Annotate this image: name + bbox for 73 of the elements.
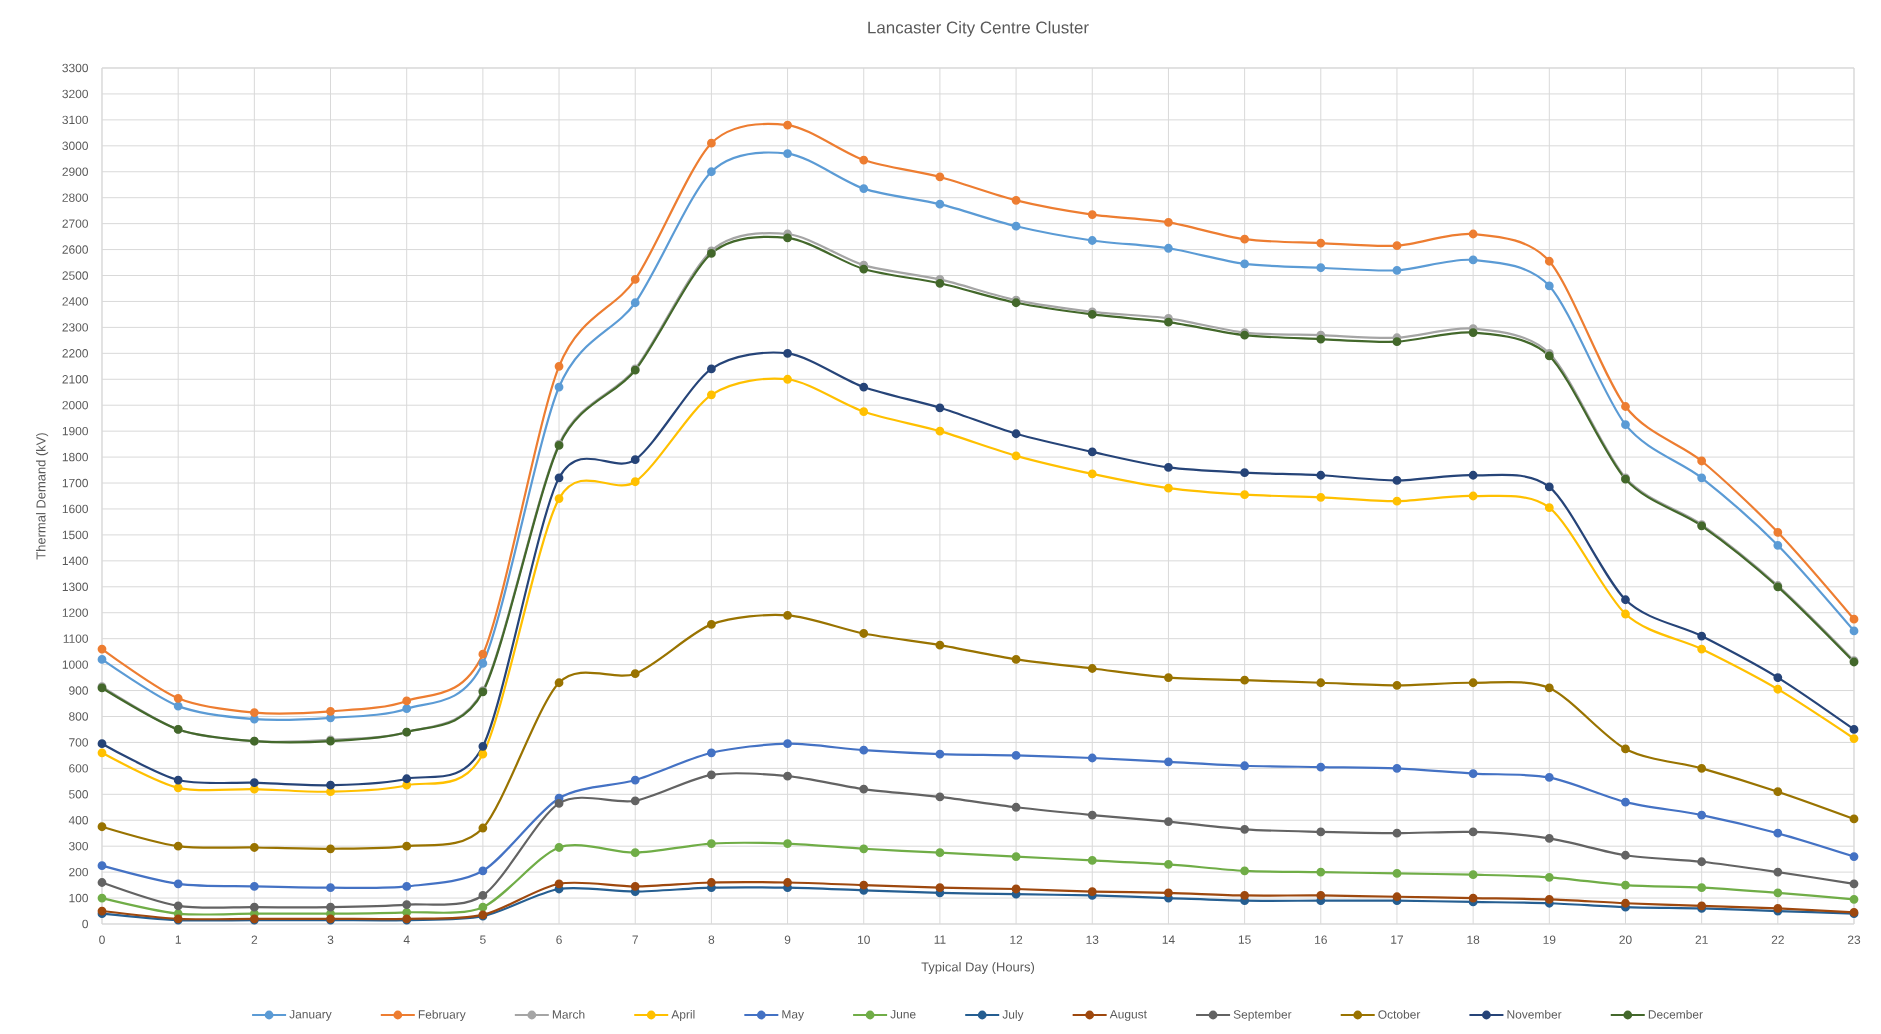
y-tick-label: 2000 <box>62 400 89 410</box>
y-tick-label: 2600 <box>62 245 89 254</box>
y-tick-label: 200 <box>69 867 89 877</box>
y-tick-label: 2500 <box>62 271 89 280</box>
y-tick-label: 3000 <box>62 141 89 151</box>
y-tick-label: 100 <box>69 893 89 903</box>
x-tick-label: 7 <box>632 935 638 944</box>
y-tick-label: 600 <box>69 764 89 773</box>
y-tick-label: 2200 <box>62 349 89 358</box>
x-tick-label: 19 <box>1543 935 1556 944</box>
x-tick-label: 5 <box>480 935 486 944</box>
legend-label: May <box>782 1010 804 1021</box>
y-tick-label: 1800 <box>62 452 89 462</box>
x-tick-label: 17 <box>1391 935 1403 944</box>
y-tick-label: 1000 <box>62 660 89 669</box>
y-tick-label: 2700 <box>62 219 89 228</box>
y-tick-label: 2300 <box>62 323 89 332</box>
y-tick-label: 1900 <box>62 426 89 436</box>
x-tick-label: 16 <box>1315 935 1327 944</box>
y-tick-label: 900 <box>69 686 89 695</box>
x-tick-label: 10 <box>858 935 870 944</box>
y-tick-label: 3300 <box>62 63 89 73</box>
legend-label: February <box>418 1009 466 1022</box>
legend-label: March <box>552 1009 585 1019</box>
y-tick-label: 1600 <box>62 504 89 514</box>
x-tick-label: 9 <box>784 935 791 944</box>
legend-label: December <box>1648 1009 1703 1019</box>
x-tick-label: 14 <box>1162 935 1175 944</box>
y-tick-label: 2900 <box>62 167 89 176</box>
y-tick-label: 1100 <box>63 634 89 643</box>
x-axis-title: Typical Day (Hours) <box>921 961 1035 975</box>
y-tick-label: 800 <box>69 712 89 721</box>
x-tick-label: 11 <box>934 935 946 944</box>
x-tick-label: 0 <box>99 935 105 944</box>
x-tick-label: 21 <box>1695 935 1708 944</box>
y-tick-label: 500 <box>69 790 89 799</box>
legend-label: August <box>1109 1010 1147 1021</box>
legend-label: July <box>1002 1009 1024 1022</box>
chart-title: Lancaster City Centre Cluster <box>868 21 1089 37</box>
y-tick-label: 0 <box>82 919 89 929</box>
y-tick-label: 700 <box>69 738 89 747</box>
x-tick-label: 6 <box>556 935 562 944</box>
x-tick-label: 8 <box>708 935 715 944</box>
x-tick-label: 3 <box>327 935 334 944</box>
y-tick-label: 1700 <box>62 478 89 488</box>
x-tick-label: 1 <box>175 935 181 944</box>
x-tick-label: 23 <box>1847 935 1861 944</box>
y-tick-label: 300 <box>68 841 89 851</box>
y-axis-title: Thermal Demand (kV) <box>36 433 49 560</box>
y-tick-label: 2400 <box>62 297 89 306</box>
x-tick-label: 13 <box>1086 935 1099 944</box>
y-tick-label: 3200 <box>62 89 89 99</box>
y-tick-label: 1500 <box>62 530 89 540</box>
y-tick-label: 2800 <box>62 193 89 202</box>
x-tick-label: 12 <box>1010 935 1023 944</box>
x-tick-label: 2 <box>251 935 258 944</box>
legend-label: September <box>1233 1009 1292 1022</box>
legend-label: October <box>1378 1009 1421 1019</box>
y-tick-label: 400 <box>68 816 89 825</box>
legend-label: June <box>890 1010 916 1019</box>
y-tick-label: 1400 <box>62 556 89 566</box>
x-tick-label: 4 <box>403 935 410 944</box>
x-tick-label: 15 <box>1238 935 1251 944</box>
y-tick-label: 3100 <box>62 115 89 125</box>
y-tick-label: 1300 <box>62 582 89 592</box>
x-tick-label: 18 <box>1467 935 1480 944</box>
y-tick-label: 2100 <box>62 375 89 384</box>
legend-label: January <box>289 1010 332 1021</box>
y-tick-label: 1200 <box>62 608 89 617</box>
legend-label: April <box>671 1009 695 1022</box>
x-tick-label: 22 <box>1771 935 1784 944</box>
x-tick-label: 20 <box>1619 935 1632 944</box>
legend-label: November <box>1507 1009 1562 1019</box>
